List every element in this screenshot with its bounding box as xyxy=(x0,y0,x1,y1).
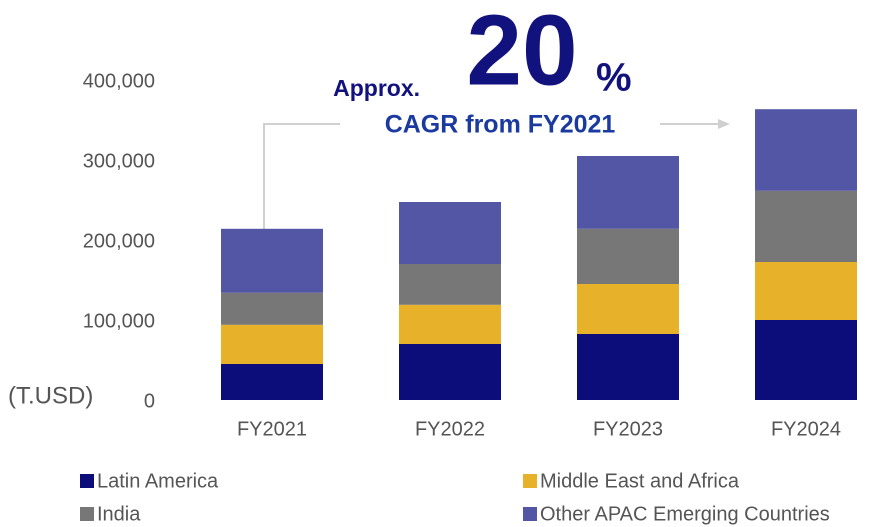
x-tick-label: FY2024 xyxy=(771,418,841,440)
bar-segment xyxy=(221,324,323,364)
connector xyxy=(263,123,340,229)
legend-label: Middle East and Africa xyxy=(540,470,740,492)
bar-segment xyxy=(221,364,323,400)
legend-label: Latin America xyxy=(97,470,219,492)
bar-segment xyxy=(221,292,323,325)
bar-segment xyxy=(399,304,501,344)
y-tick-label: 0 xyxy=(144,390,155,412)
bar-segment xyxy=(755,262,857,320)
annotation-text: CAGR from FY2021 xyxy=(385,111,616,139)
y-tick-label: 100,000 xyxy=(83,310,155,332)
arrow-head xyxy=(718,119,730,129)
y-tick-label: 200,000 xyxy=(83,230,155,252)
annotation-suffix: % xyxy=(596,56,632,100)
x-tick-label: FY2022 xyxy=(415,418,485,440)
annotation-prefix: Approx. xyxy=(333,75,420,101)
x-tick-label: FY2021 xyxy=(237,418,307,440)
bar-segment xyxy=(577,156,679,229)
bar-segment xyxy=(399,264,501,305)
bar-segment xyxy=(577,284,679,334)
bar-segment xyxy=(399,202,501,264)
bar-segment xyxy=(577,228,679,284)
bar-segment xyxy=(755,190,857,262)
y-unit: (T.USD) xyxy=(8,382,93,409)
bar-segment xyxy=(577,334,679,400)
annotation-number: 20 xyxy=(466,0,577,106)
bar-segment xyxy=(755,109,857,191)
legend-swatch xyxy=(80,507,94,521)
x-tick-label: FY2023 xyxy=(593,418,663,440)
legend-label: Other APAC Emerging Countries xyxy=(540,503,830,525)
y-tick-label: 400,000 xyxy=(83,70,155,92)
legend-swatch xyxy=(523,474,537,488)
legend-swatch xyxy=(523,507,537,521)
bar-segment xyxy=(755,320,857,400)
bar-segment xyxy=(221,228,323,293)
y-tick-label: 300,000 xyxy=(83,150,155,172)
legend-swatch xyxy=(80,474,94,488)
bar-segment xyxy=(399,344,501,400)
legend-label: India xyxy=(97,503,141,525)
